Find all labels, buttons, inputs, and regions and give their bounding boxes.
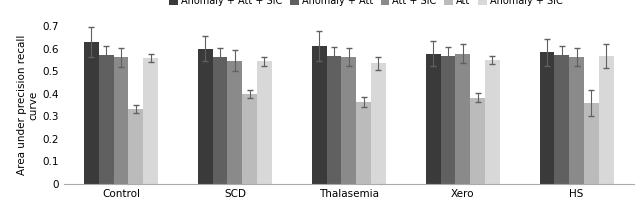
Bar	[599, 56, 614, 184]
Bar	[426, 54, 440, 184]
Bar	[257, 61, 272, 184]
Bar	[356, 102, 371, 184]
Bar	[485, 60, 500, 184]
Bar	[540, 52, 554, 184]
Bar	[584, 103, 599, 184]
Bar	[198, 49, 212, 184]
Bar	[569, 57, 584, 184]
Bar	[440, 56, 455, 184]
Bar	[470, 98, 485, 184]
Bar	[554, 55, 569, 184]
Bar	[129, 109, 143, 184]
Bar	[99, 55, 113, 184]
Bar	[326, 56, 341, 184]
Bar	[312, 46, 326, 184]
Bar	[143, 58, 158, 184]
Bar	[243, 94, 257, 184]
Bar	[84, 42, 99, 184]
Bar	[455, 54, 470, 184]
Bar	[227, 60, 243, 184]
Bar	[113, 57, 129, 184]
Bar	[371, 64, 386, 184]
Legend: Anomaly + Att + SIC, Anomaly + Att, Att + SIC, Att, Anomaly + SIC: Anomaly + Att + SIC, Anomaly + Att, Att …	[170, 0, 563, 6]
Bar	[212, 57, 227, 184]
Y-axis label: Area under precision recall
curve: Area under precision recall curve	[17, 35, 38, 175]
Bar	[341, 57, 356, 184]
